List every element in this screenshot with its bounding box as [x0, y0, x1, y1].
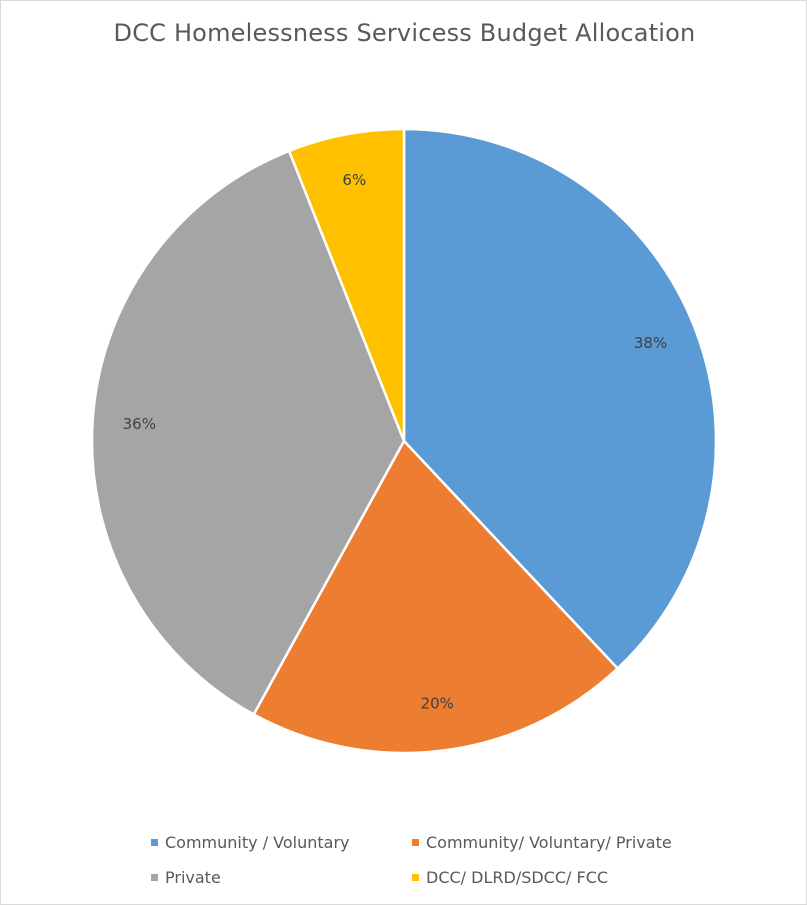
legend-item-dcc-dlrd-sdcc-fcc: DCC/ DLRD/SDCC/ FCC	[412, 868, 608, 887]
legend-label-private: Private	[165, 868, 221, 887]
legend-swatch-community-voluntary-private	[412, 839, 419, 846]
legend-label-community-voluntary-private: Community/ Voluntary/ Private	[426, 833, 672, 852]
legend-label-dcc-dlrd-sdcc-fcc: DCC/ DLRD/SDCC/ FCC	[426, 868, 609, 887]
pie-label-community-voluntary: 38%	[634, 334, 667, 352]
pie-slices	[90, 127, 718, 755]
pie-slice-private	[90, 149, 406, 716]
pie-label-community-voluntary-private: 20%	[421, 695, 454, 713]
pie-chart: 38% 20% 36% 6%	[90, 127, 718, 755]
pie-slice-dcc-dlrd-sdcc-fcc	[287, 127, 406, 443]
legend-item-community-voluntary-private: Community/ Voluntary/ Private	[412, 833, 672, 852]
legend-item-private: Private	[151, 868, 221, 887]
pie-labels: 38% 20% 36% 6%	[123, 171, 668, 713]
pie-slice-community-voluntary	[402, 127, 718, 670]
pie-label-dcc-dlrd-sdcc-fcc: 6%	[342, 171, 366, 189]
pie-slice-community-voluntary-private	[252, 439, 619, 755]
legend-label-community-voluntary: Community / Voluntary	[165, 833, 350, 852]
legend-item-community-voluntary: Community / Voluntary	[151, 833, 350, 852]
legend-swatch-private	[151, 874, 158, 881]
pie-label-private: 36%	[123, 415, 156, 433]
legend-swatch-dcc-dlrd-sdcc-fcc	[412, 874, 419, 881]
legend-swatch-community-voluntary	[151, 839, 158, 846]
chart-title: DCC Homelessness Servicess Budget Alloca…	[113, 19, 696, 47]
legend: Community / Voluntary Community/ Volunta…	[1, 827, 807, 897]
